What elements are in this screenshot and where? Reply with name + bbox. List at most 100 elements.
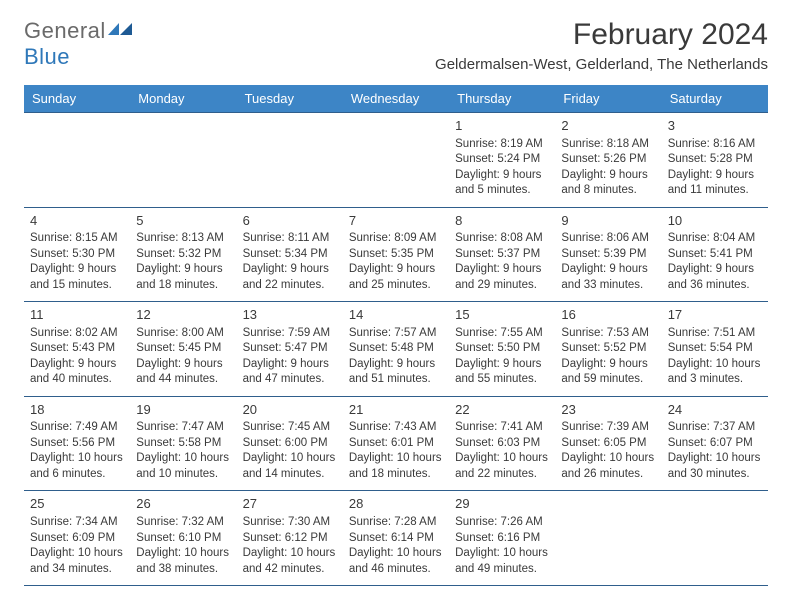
calendar-cell: 2Sunrise: 8:18 AMSunset: 5:26 PMDaylight… [555,113,661,208]
cell-line-ss: Sunset: 5:58 PM [136,436,230,452]
cell-line-ss: Sunset: 6:12 PM [243,531,337,547]
cell-line-sr: Sunrise: 8:02 AM [30,326,124,342]
cell-line-d1: Daylight: 10 hours [668,451,762,467]
cell-line-sr: Sunrise: 7:51 AM [668,326,762,342]
cell-line-ss: Sunset: 5:48 PM [349,341,443,357]
cell-line-ss: Sunset: 6:00 PM [243,436,337,452]
calendar-cell: 12Sunrise: 8:00 AMSunset: 5:45 PMDayligh… [130,302,236,397]
calendar-cell: 9Sunrise: 8:06 AMSunset: 5:39 PMDaylight… [555,207,661,302]
day-number: 24 [668,401,762,419]
cell-line-ss: Sunset: 5:52 PM [561,341,655,357]
cell-line-sr: Sunrise: 8:16 AM [668,137,762,153]
cell-line-d2: and 3 minutes. [668,372,762,388]
day-header-row: Sunday Monday Tuesday Wednesday Thursday… [24,85,768,113]
cell-line-d1: Daylight: 10 hours [561,451,655,467]
cell-line-d1: Daylight: 10 hours [136,546,230,562]
cell-line-sr: Sunrise: 8:06 AM [561,231,655,247]
cell-line-d1: Daylight: 10 hours [455,546,549,562]
day-number: 3 [668,117,762,135]
calendar-cell: 27Sunrise: 7:30 AMSunset: 6:12 PMDayligh… [237,491,343,586]
calendar-cell: 22Sunrise: 7:41 AMSunset: 6:03 PMDayligh… [449,396,555,491]
cell-line-d1: Daylight: 10 hours [243,451,337,467]
calendar-cell: 18Sunrise: 7:49 AMSunset: 5:56 PMDayligh… [24,396,130,491]
cell-line-d2: and 22 minutes. [455,467,549,483]
calendar-row: 1Sunrise: 8:19 AMSunset: 5:24 PMDaylight… [24,113,768,208]
calendar-cell: 21Sunrise: 7:43 AMSunset: 6:01 PMDayligh… [343,396,449,491]
cell-line-d2: and 30 minutes. [668,467,762,483]
calendar-cell: 28Sunrise: 7:28 AMSunset: 6:14 PMDayligh… [343,491,449,586]
day-number: 22 [455,401,549,419]
logo-text-2: Blue [24,44,70,69]
cell-line-d2: and 5 minutes. [455,183,549,199]
day-number: 19 [136,401,230,419]
day-number: 14 [349,306,443,324]
cell-line-d1: Daylight: 9 hours [243,357,337,373]
day-number: 20 [243,401,337,419]
day-number: 28 [349,495,443,513]
cell-line-ss: Sunset: 6:10 PM [136,531,230,547]
cell-line-d1: Daylight: 9 hours [349,357,443,373]
day-number: 27 [243,495,337,513]
cell-line-d1: Daylight: 10 hours [455,451,549,467]
location-label: Geldermalsen-West, Gelderland, The Nethe… [435,56,768,73]
calendar-row: 18Sunrise: 7:49 AMSunset: 5:56 PMDayligh… [24,396,768,491]
cell-line-sr: Sunrise: 8:11 AM [243,231,337,247]
cell-line-sr: Sunrise: 8:00 AM [136,326,230,342]
cell-line-d2: and 47 minutes. [243,372,337,388]
calendar-row: 25Sunrise: 7:34 AMSunset: 6:09 PMDayligh… [24,491,768,586]
calendar-cell: 6Sunrise: 8:11 AMSunset: 5:34 PMDaylight… [237,207,343,302]
cell-line-sr: Sunrise: 7:32 AM [136,515,230,531]
day-number: 9 [561,212,655,230]
cell-line-sr: Sunrise: 7:37 AM [668,420,762,436]
cell-line-sr: Sunrise: 8:08 AM [455,231,549,247]
cell-line-sr: Sunrise: 7:49 AM [30,420,124,436]
logo-mark-icon [108,18,136,44]
cell-line-d1: Daylight: 10 hours [668,357,762,373]
day-number: 17 [668,306,762,324]
cell-line-d1: Daylight: 9 hours [561,168,655,184]
cell-line-ss: Sunset: 5:54 PM [668,341,762,357]
cell-line-ss: Sunset: 5:24 PM [455,152,549,168]
logo-text-1: General [24,18,106,43]
cell-line-d2: and 18 minutes. [349,467,443,483]
day-number: 6 [243,212,337,230]
calendar-cell: 4Sunrise: 8:15 AMSunset: 5:30 PMDaylight… [24,207,130,302]
day-header-fri: Friday [555,85,661,113]
day-number: 2 [561,117,655,135]
calendar-cell: 14 Sunrise: 7:57 AMSunset: 5:48 PMDayligh… [343,302,449,397]
day-number: 5 [136,212,230,230]
cell-line-sr: Sunrise: 7:55 AM [455,326,549,342]
day-header-wed: Wednesday [343,85,449,113]
calendar-cell: 29Sunrise: 7:26 AMSunset: 6:16 PMDayligh… [449,491,555,586]
calendar-page: GeneralBlue February 2024 Geldermalsen-W… [0,0,792,612]
cell-line-ss: Sunset: 6:01 PM [349,436,443,452]
cell-line-ss: Sunset: 5:47 PM [243,341,337,357]
cell-line-ss: Sunset: 5:45 PM [136,341,230,357]
cell-line-d2: and 10 minutes. [136,467,230,483]
cell-line-d1: Daylight: 10 hours [136,451,230,467]
cell-line-sr: Sunrise: 7:26 AM [455,515,549,531]
cell-line-d1: Daylight: 9 hours [136,357,230,373]
day-number: 15 [455,306,549,324]
cell-line-sr: Sunrise: 8:13 AM [136,231,230,247]
cell-line-d2: and 29 minutes. [455,278,549,294]
calendar-cell: 24Sunrise: 7:37 AMSunset: 6:07 PMDayligh… [662,396,768,491]
cell-line-d1: Daylight: 10 hours [30,451,124,467]
day-number: 29 [455,495,549,513]
cell-line-sr: Sunrise: 7:30 AM [243,515,337,531]
cell-line-sr: Sunrise: 7:57 AM [349,326,443,342]
day-number: 8 [455,212,549,230]
day-number: 7 [349,212,443,230]
cell-line-d1: Daylight: 10 hours [349,451,443,467]
cell-line-d1: Daylight: 9 hours [455,357,549,373]
calendar-cell: 5Sunrise: 8:13 AMSunset: 5:32 PMDaylight… [130,207,236,302]
cell-line-sr: Sunrise: 7:43 AM [349,420,443,436]
calendar-cell: 20Sunrise: 7:45 AMSunset: 6:00 PMDayligh… [237,396,343,491]
cell-line-d1: Daylight: 9 hours [455,262,549,278]
cell-line-ss: Sunset: 5:32 PM [136,247,230,263]
cell-line-d1: Daylight: 9 hours [349,262,443,278]
day-header-sat: Saturday [662,85,768,113]
cell-line-d1: Daylight: 9 hours [30,262,124,278]
calendar-table: Sunday Monday Tuesday Wednesday Thursday… [24,85,768,586]
cell-line-d2: and 42 minutes. [243,562,337,578]
